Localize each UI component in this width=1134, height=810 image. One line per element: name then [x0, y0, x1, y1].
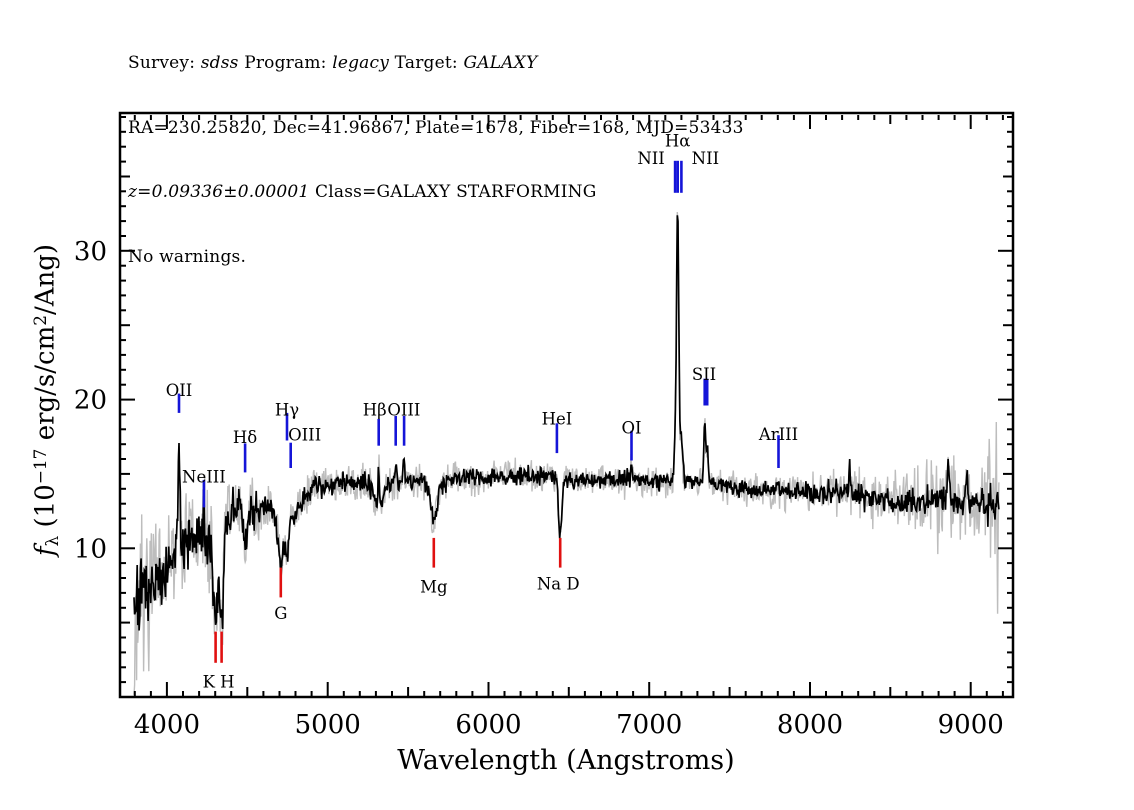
line-marker-label: Mg [420, 577, 448, 596]
line-marker-OI: OI [621, 418, 642, 461]
noise-spectrum-path [133, 211, 1000, 695]
y-tick-label: 30 [74, 237, 107, 267]
line-marker-label: Hα [665, 131, 691, 150]
x-ticks [133, 115, 1004, 696]
line-marker-label: NII [637, 149, 664, 168]
line-marker-label: SII [692, 365, 716, 384]
line-marker-label: K H [203, 673, 235, 692]
line-marker-label: Hδ [233, 428, 257, 447]
x-tick-label: 4000 [134, 710, 200, 740]
line-marker-label: HeI [542, 409, 573, 428]
x-tick-label: 9000 [938, 710, 1004, 740]
line-marker-ArIII: ArIII [758, 425, 798, 468]
line-marker-label: OII [166, 381, 193, 400]
line-marker-OIII: OIII [387, 401, 420, 446]
y-tick-label: 10 [74, 534, 107, 564]
line-marker-label: G [274, 604, 287, 623]
line-marker-label: Hγ [275, 401, 299, 420]
line-marker-OIII: OIII [288, 426, 321, 468]
header-block: Survey: sdss Program: legacy Target: GAL… [128, 10, 744, 290]
flux-subscript: λ [41, 535, 62, 547]
x-tick-label: 5000 [295, 710, 361, 740]
line-marker-label: NII [692, 149, 719, 168]
header-line-warnings: No warnings. [128, 246, 247, 267]
line-marker-G: G [274, 567, 287, 623]
line-marker-NII: NII [637, 149, 677, 193]
line-marker-Hδ: Hδ [233, 428, 257, 473]
x-tick-label: 7000 [616, 710, 682, 740]
x-tick-label: 8000 [777, 710, 843, 740]
line-marker-NII: NII [680, 149, 719, 193]
line-marker-SII: SII [692, 365, 716, 406]
line-marker-NeIII: NeIII [182, 467, 226, 508]
header-line-survey: Survey: sdss Program: legacy Target: GAL… [128, 53, 538, 73]
line-marker-label: Na D [537, 575, 580, 594]
line-marker-OII: OII [166, 381, 193, 413]
line-marker-label: NeIII [182, 467, 226, 486]
line-marker-Hγ: Hγ [275, 401, 299, 441]
line-marker-HeI: HeI [542, 409, 573, 454]
y-ticks [121, 116, 1012, 684]
line-marker-label: OIII [288, 426, 321, 445]
flux-symbol: f [30, 546, 61, 557]
line-marker-Hα: Hα [665, 131, 691, 193]
line-marker-label: OIII [387, 401, 420, 420]
plot-frame [118, 111, 1015, 699]
line-marker-K-H: K H [203, 631, 235, 692]
x-tick-label: 6000 [455, 710, 521, 740]
header-line-redshift: z=0.09336±0.00001 Class=GALAXY STARFORMI… [128, 182, 597, 202]
line-marker-label: Hβ [363, 401, 387, 420]
line-marker-Hβ: Hβ [363, 401, 387, 446]
spectrum-path [133, 215, 1000, 631]
x-axis-label: Wavelength (Angstroms) [397, 745, 735, 776]
line-marker-label: ArIII [758, 425, 798, 444]
line-marker-label: OI [621, 418, 641, 437]
line-marker-Na-D: Na D [537, 537, 580, 594]
line-marker-Mg: Mg [420, 537, 448, 596]
flux-exponent: −17 [30, 448, 51, 485]
y-tick-label: 20 [74, 386, 107, 416]
header-line-coords: RA=230.25820, Dec=41.96867, Plate=1678, … [128, 117, 744, 138]
y-axis-label: fλ (10−17 erg/s/cm2/Ang) [30, 243, 62, 557]
